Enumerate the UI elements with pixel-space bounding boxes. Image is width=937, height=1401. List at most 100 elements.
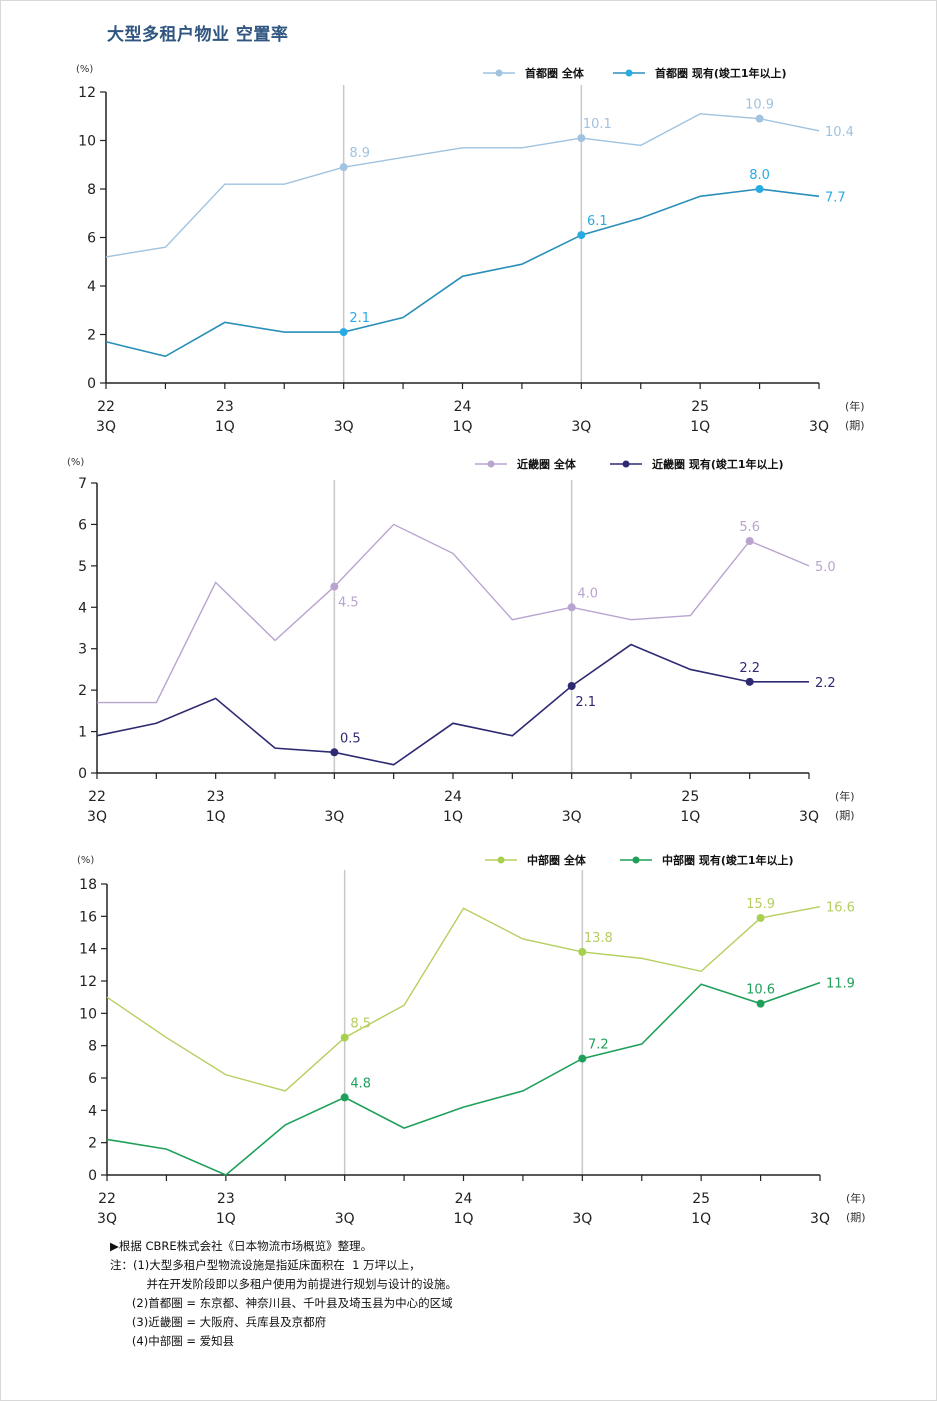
data-label: 7.7 bbox=[825, 190, 846, 205]
data-point bbox=[577, 134, 586, 143]
data-point bbox=[330, 582, 339, 591]
y-tick-label: 1 bbox=[78, 725, 87, 741]
y-tick-label: 0 bbox=[87, 376, 96, 392]
y-unit-label: (%) bbox=[77, 855, 94, 866]
x-tick-label-quarter: 3Q bbox=[809, 419, 829, 435]
y-tick-label: 8 bbox=[88, 1039, 97, 1055]
data-point bbox=[745, 537, 754, 545]
data-point bbox=[340, 1093, 349, 1102]
x-tick-label-quarter: 3Q bbox=[572, 1211, 592, 1227]
y-tick-label: 2 bbox=[78, 683, 87, 699]
y-tick-label: 12 bbox=[78, 85, 96, 101]
y-tick-label: 8 bbox=[87, 182, 96, 198]
data-label: 2.2 bbox=[815, 676, 836, 691]
y-tick-label: 5 bbox=[78, 559, 87, 575]
data-label: 11.9 bbox=[826, 977, 855, 992]
x-tick-label-quarter: 1Q bbox=[454, 1211, 474, 1227]
x-unit-quarter: (期) bbox=[845, 419, 865, 432]
x-tick-label-quarter: 3Q bbox=[87, 809, 107, 825]
data-label: 5.6 bbox=[739, 520, 760, 535]
page-title: 大型多租户物业 空置率 bbox=[107, 25, 289, 45]
data-label: 6.1 bbox=[587, 214, 608, 229]
x-tick-label-quarter: 1Q bbox=[443, 809, 463, 825]
data-label: 8.5 bbox=[350, 1017, 371, 1032]
series-line-1 bbox=[96, 643, 809, 766]
data-label: 10.1 bbox=[583, 117, 612, 132]
series-line-1 bbox=[106, 981, 821, 1176]
note-line: 并在开发阶段即以多租户使用为前提进行规划与设计的设施。 bbox=[110, 1277, 458, 1291]
legend-marker-0 bbox=[497, 856, 505, 864]
note-line: 注：(1)大型多租户型物流设施是指延床面积在 1 万坪以上， bbox=[110, 1258, 421, 1272]
note-line: (4)中部圏 = 爱知县 bbox=[110, 1334, 235, 1348]
data-point bbox=[755, 185, 764, 193]
y-tick-label: 4 bbox=[78, 600, 87, 616]
y-tick-label: 6 bbox=[88, 1071, 97, 1087]
data-label: 2.2 bbox=[739, 661, 760, 676]
data-label: 2.1 bbox=[349, 311, 370, 326]
x-tick-label-quarter: 1Q bbox=[453, 419, 473, 435]
data-point bbox=[340, 1033, 349, 1042]
x-tick-label-quarter: 1Q bbox=[215, 419, 235, 435]
x-tick-label-quarter: 1Q bbox=[206, 809, 226, 825]
data-label: 4.8 bbox=[350, 1076, 371, 1091]
series-line-0 bbox=[97, 523, 810, 704]
series-line-0 bbox=[106, 905, 821, 1092]
data-label: 8.9 bbox=[349, 146, 370, 161]
x-tick-label-year: 22 bbox=[98, 1191, 116, 1207]
x-tick-label-year: 24 bbox=[455, 1191, 473, 1207]
data-point bbox=[577, 231, 586, 240]
data-label: 4.0 bbox=[577, 586, 598, 601]
x-tick-label-quarter: 3Q bbox=[96, 419, 116, 435]
x-tick-label-year: 25 bbox=[692, 1191, 710, 1207]
x-tick-label-year: 22 bbox=[88, 789, 106, 805]
note-line: (3)近畿圏 = 大阪府、兵库县及京都府 bbox=[110, 1315, 327, 1329]
x-tick-label-quarter: 3Q bbox=[571, 419, 591, 435]
x-tick-label-quarter: 3Q bbox=[97, 1211, 117, 1227]
y-tick-label: 12 bbox=[79, 974, 97, 990]
data-label: 5.0 bbox=[815, 560, 836, 575]
y-tick-label: 4 bbox=[87, 279, 96, 295]
x-tick-label-quarter: 3Q bbox=[324, 809, 344, 825]
y-tick-label: 6 bbox=[78, 517, 87, 533]
x-unit-quarter: (期) bbox=[846, 1211, 866, 1224]
x-tick-label-quarter: 3Q bbox=[562, 809, 582, 825]
x-tick-label-year: 25 bbox=[681, 789, 699, 805]
legend-label-1: 首都圈 现有(竣工1年以上) bbox=[655, 66, 787, 80]
y-tick-label: 10 bbox=[78, 134, 96, 150]
data-point bbox=[578, 1054, 587, 1063]
data-label: 10.4 bbox=[825, 125, 854, 140]
data-label: 15.9 bbox=[746, 897, 775, 912]
x-tick-label-year: 24 bbox=[454, 399, 472, 415]
x-tick-label-year: 23 bbox=[216, 399, 234, 415]
legend-marker-1 bbox=[632, 856, 640, 864]
y-tick-label: 16 bbox=[79, 909, 97, 925]
data-label: 10.6 bbox=[746, 983, 775, 998]
legend-label-0: 中部圈 全体 bbox=[527, 853, 587, 867]
legend-marker-0 bbox=[487, 460, 495, 468]
notes: ▶根据 CBRE株式会社《日本物流市场概览》整理。 注：(1)大型多租户型物流设… bbox=[110, 1237, 457, 1351]
y-tick-label: 2 bbox=[88, 1136, 97, 1152]
x-tick-label-quarter: 1Q bbox=[216, 1211, 236, 1227]
y-tick-label: 0 bbox=[78, 766, 87, 782]
x-tick-label-quarter: 3Q bbox=[334, 419, 354, 435]
x-tick-label-quarter: 3Q bbox=[810, 1211, 830, 1227]
data-label: 7.2 bbox=[588, 1038, 609, 1053]
y-tick-label: 3 bbox=[78, 642, 87, 658]
data-point bbox=[756, 999, 765, 1008]
data-point bbox=[578, 947, 587, 956]
data-point bbox=[339, 328, 348, 337]
legend-label-1: 近畿圈 现有(竣工1年以上) bbox=[652, 457, 784, 471]
data-label: 10.9 bbox=[745, 98, 774, 113]
source-note: ▶根据 CBRE株式会社《日本物流市场概览》整理。 bbox=[110, 1239, 373, 1253]
data-label: 0.5 bbox=[340, 731, 361, 746]
note-line: (2)首都圏 = 东京都、神奈川县、千叶县及埼玉县为中心的区域 bbox=[110, 1296, 453, 1310]
y-tick-label: 4 bbox=[88, 1103, 97, 1119]
x-tick-label-quarter: 3Q bbox=[799, 809, 819, 825]
y-tick-label: 0 bbox=[88, 1168, 97, 1184]
data-label: 4.5 bbox=[338, 596, 359, 611]
y-tick-label: 6 bbox=[87, 231, 96, 247]
x-tick-label-year: 22 bbox=[97, 399, 115, 415]
